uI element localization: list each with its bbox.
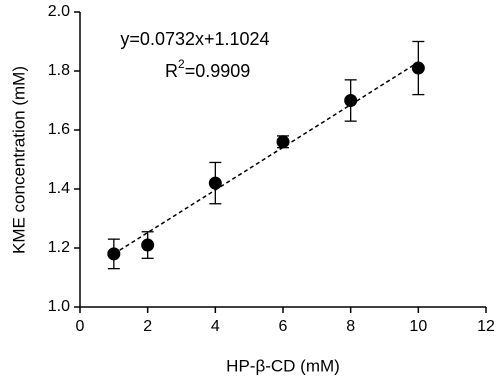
x-tick-label: 12 (477, 318, 495, 335)
r2-base: R (165, 61, 178, 81)
point (411, 61, 425, 75)
r2-rest: =0.9909 (185, 61, 251, 81)
y-tick-label: 1.8 (48, 62, 70, 79)
r2-sup: 2 (178, 57, 185, 71)
y-axis-label: KME concentration (mM) (9, 66, 28, 254)
x-tick-label: 8 (346, 318, 355, 335)
point (276, 135, 290, 149)
y-tick-label: 1.6 (48, 121, 70, 138)
fit-line (113, 61, 419, 255)
x-tick-label: 6 (279, 318, 288, 335)
x-tick-label: 10 (409, 318, 427, 335)
point (344, 94, 358, 107)
x-axis-label: HP-β-CD (mM) (226, 356, 340, 375)
y-tick-label: 2.0 (48, 3, 70, 20)
x-tick-label: 0 (76, 318, 85, 335)
r-squared: R2=0.9909 (165, 57, 250, 81)
x-tick-label: 4 (211, 318, 220, 335)
point (141, 238, 155, 252)
y-tick-label: 1.2 (48, 239, 70, 256)
equation: y=0.0732x+1.1024 (120, 29, 269, 49)
y-tick-label: 1.0 (48, 298, 70, 315)
y-tick-label: 1.4 (48, 180, 70, 197)
point (208, 176, 222, 190)
x-tick-label: 2 (143, 318, 152, 335)
